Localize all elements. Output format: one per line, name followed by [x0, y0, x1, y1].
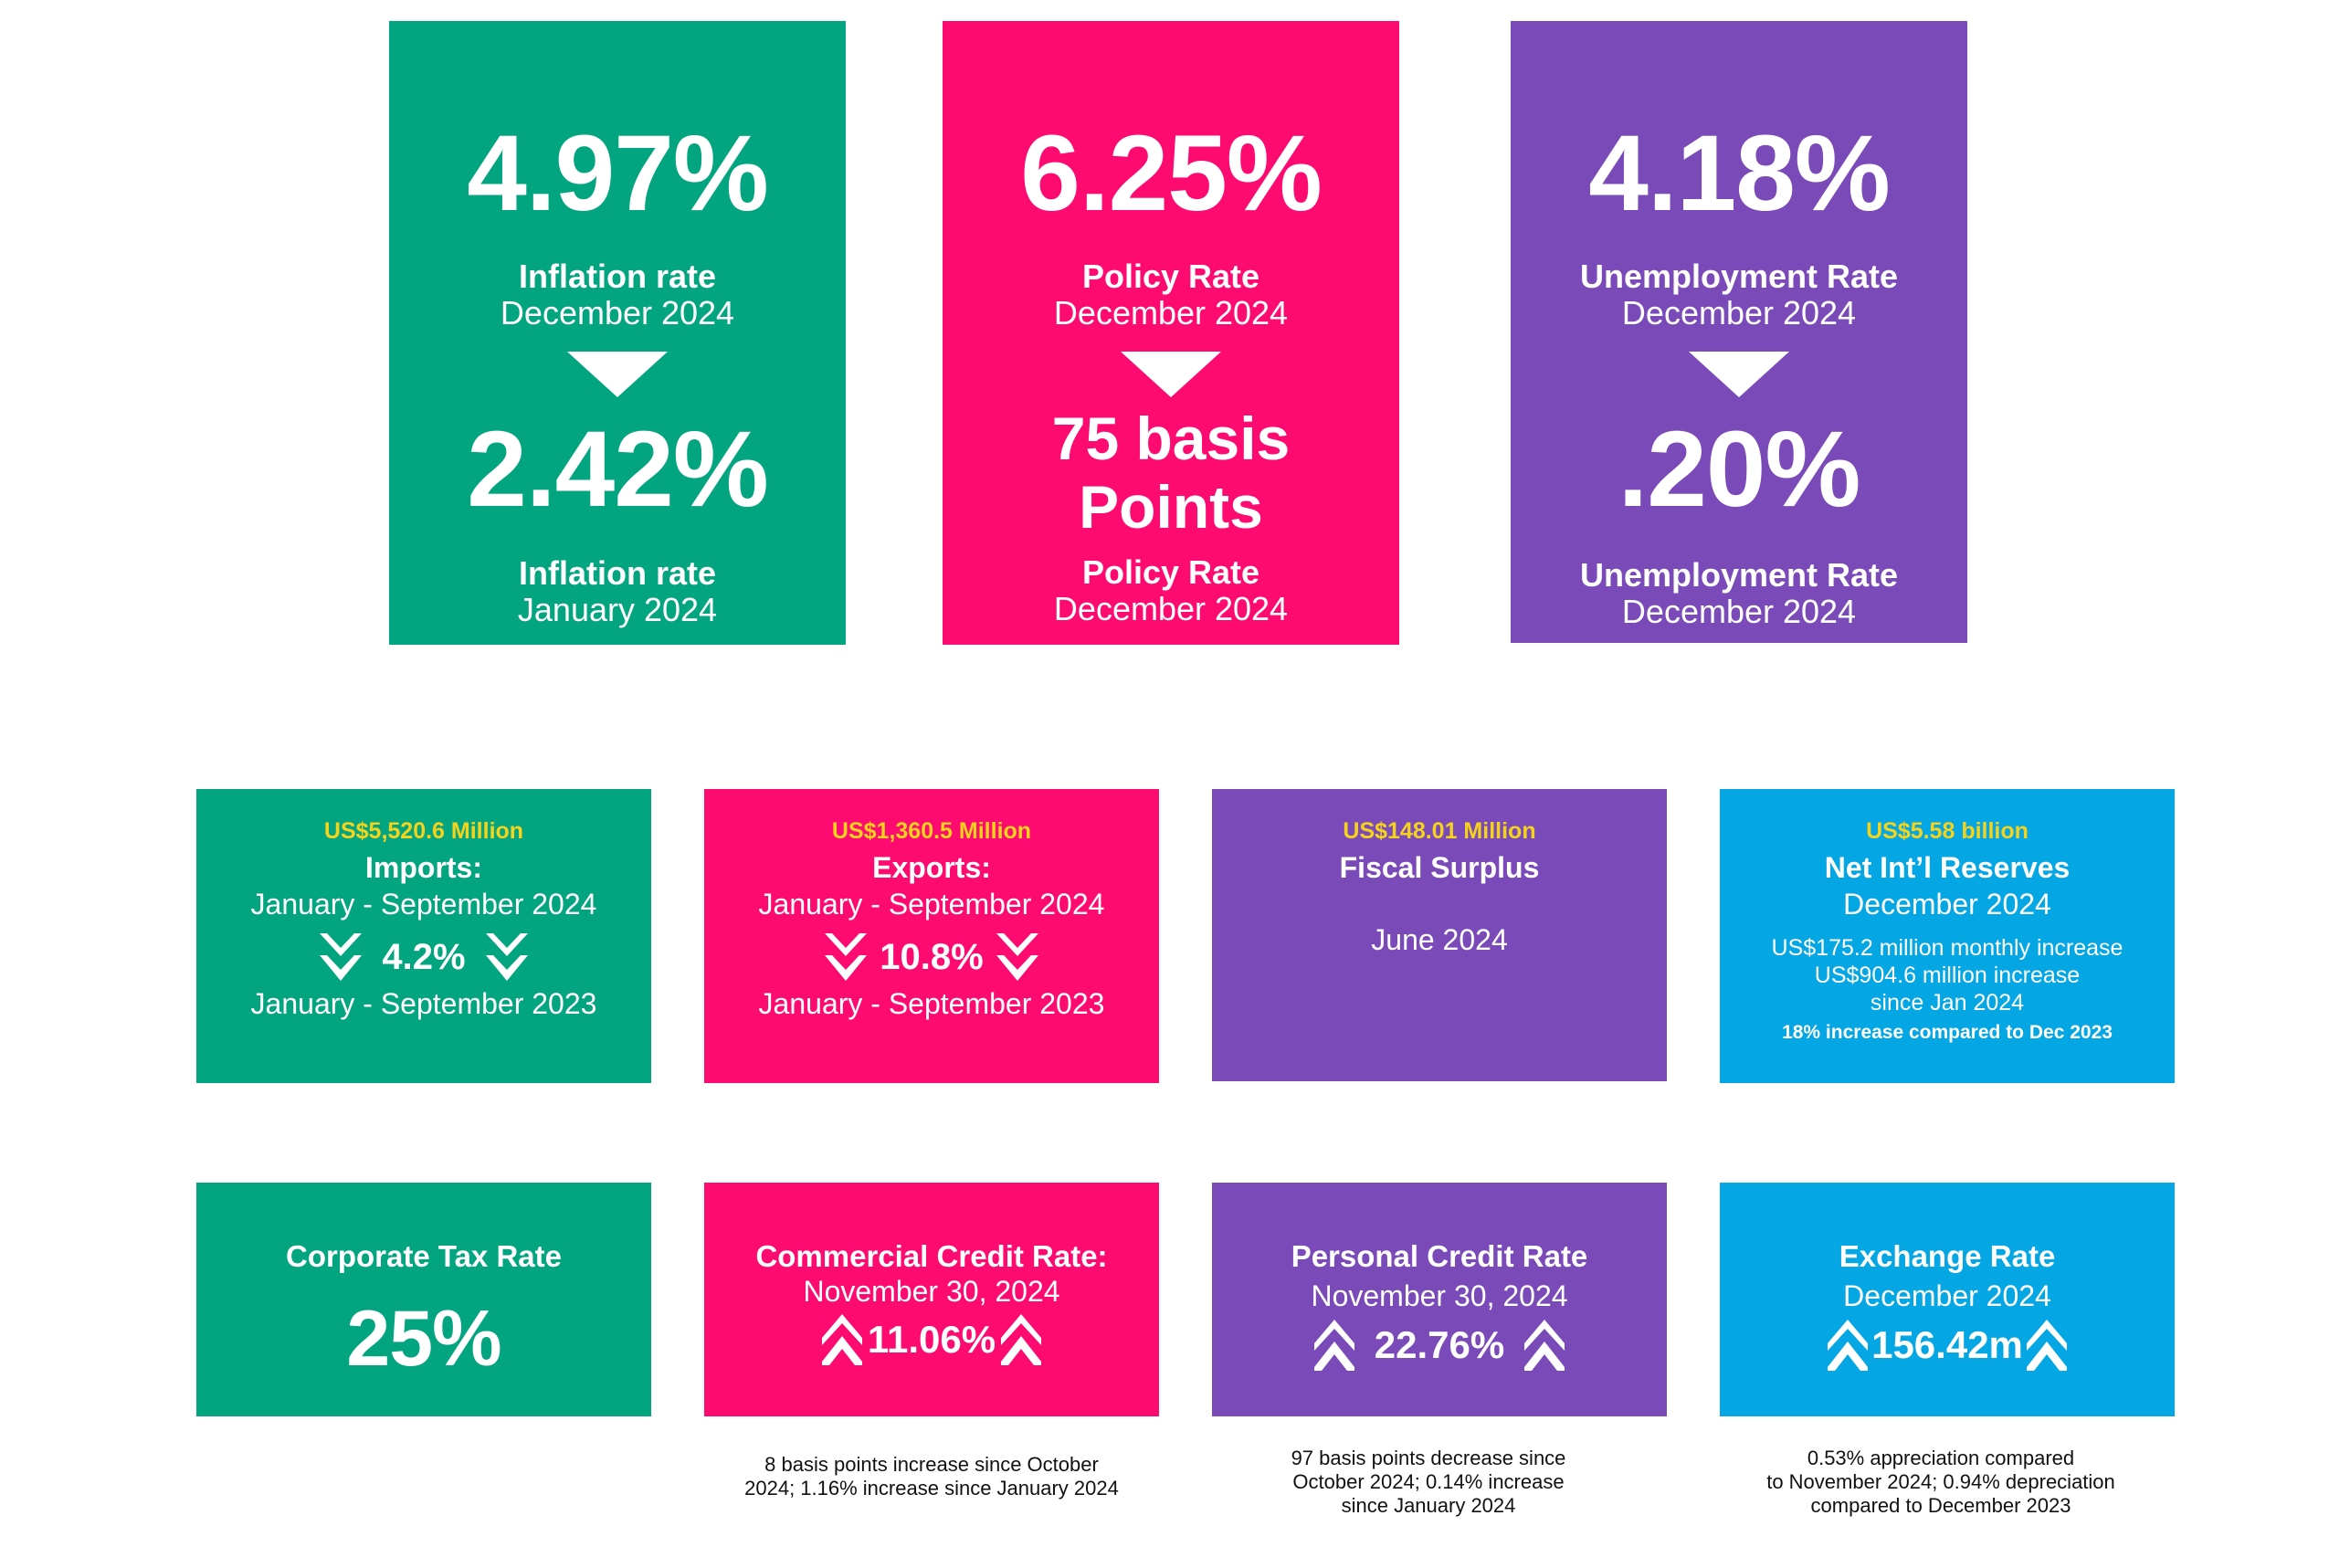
exchange-rate-card: Exchange Rate December 2024 156.42m [1720, 1183, 2175, 1416]
inflation-card: 4.97% Inflation rate December 2024 2.42%… [389, 21, 846, 645]
unemployment-label-2: Unemployment Rate [1579, 556, 1899, 594]
commercial-credit-value-row: 11.06% [704, 1314, 1159, 1365]
commercial-credit-card: Commercial Credit Rate: November 30, 202… [704, 1183, 1159, 1416]
commercial-credit-date: November 30, 2024 [803, 1275, 1060, 1308]
personal-credit-note-line3: since January 2024 [1341, 1494, 1516, 1517]
inflation-current-label: Inflation rate [518, 258, 717, 295]
policy-rate-value: 6.25% [1020, 113, 1323, 234]
fiscal-surplus-title: Fiscal Surplus [1339, 851, 1540, 884]
commercial-credit-note: 8 basis points increase since October 20… [704, 1453, 1159, 1500]
reserves-title: Net Int’l Reserves [1824, 851, 2071, 884]
unemployment-date-2: December 2024 [1621, 593, 1857, 630]
inflation-previous-value: 2.42% [467, 409, 769, 530]
inflation-current-date: December 2024 [500, 294, 735, 331]
unemployment-value: 4.18% [1588, 113, 1891, 234]
exchange-rate-value-row: 156.42m [1720, 1320, 2175, 1371]
exports-change-row: 10.8% [704, 931, 1159, 983]
imports-change-row: 4.2% [196, 931, 651, 983]
exports-period-previous: January - September 2023 [758, 987, 1105, 1020]
commercial-credit-value: 11.06% [867, 1318, 996, 1361]
personal-credit-note-line1: 97 basis points decrease since [1291, 1447, 1566, 1469]
double-chevron-down-icon [486, 933, 528, 981]
double-chevron-up-icon [1828, 1320, 1868, 1371]
personal-credit-note: 97 basis points decrease since October 2… [1201, 1447, 1656, 1518]
imports-amount: US$5,520.6 Million [323, 818, 524, 844]
imports-card: US$5,520.6 Million Imports: January - Se… [196, 789, 651, 1083]
exchange-rate-note-line1: 0.53% appreciation compared [1807, 1447, 2075, 1469]
policy-rate-change-line2: Points [1079, 473, 1263, 541]
unemployment-label: Unemployment Rate [1579, 258, 1899, 295]
double-chevron-up-icon [822, 1314, 862, 1365]
personal-credit-note-line2: October 2024; 0.14% increase [1292, 1470, 1565, 1493]
exchange-rate-note: 0.53% appreciation compared to November … [1713, 1447, 2168, 1518]
corporate-tax-value: 25% [346, 1295, 501, 1383]
exchange-rate-note-line3: compared to December 2023 [1810, 1494, 2071, 1517]
personal-credit-card: Personal Credit Rate November 30, 2024 2… [1212, 1183, 1667, 1416]
unemployment-date: December 2024 [1621, 294, 1857, 331]
personal-credit-value: 22.76% [1374, 1323, 1505, 1366]
personal-credit-date: November 30, 2024 [1311, 1279, 1568, 1312]
personal-credit-title: Personal Credit Rate [1291, 1239, 1588, 1273]
commercial-credit-note-line1: 8 basis points increase since October [764, 1453, 1099, 1476]
double-chevron-down-icon [320, 933, 362, 981]
unemployment-card: 4.18% Unemployment Rate December 2024 .2… [1511, 21, 1967, 643]
exports-card: US$1,360.5 Million Exports: January - Se… [704, 789, 1159, 1083]
commercial-credit-note-line2: 2024; 1.16% increase since January 2024 [744, 1477, 1119, 1500]
policy-rate-date-2: December 2024 [1053, 590, 1289, 627]
reserves-card: US$5.58 billion Net Int’l Reserves Decem… [1720, 789, 2175, 1083]
exchange-rate-value: 156.42m [1871, 1323, 2023, 1366]
corporate-tax-title: Corporate Tax Rate [286, 1239, 562, 1273]
exchange-rate-date: December 2024 [1843, 1279, 2051, 1312]
imports-title: Imports: [365, 851, 482, 884]
imports-period-previous: January - September 2023 [250, 987, 597, 1020]
down-triangle-icon [1689, 352, 1789, 397]
inflation-previous-label: Inflation rate [518, 554, 717, 592]
personal-credit-value-row: 22.76% [1212, 1320, 1667, 1371]
reserves-period: December 2024 [1843, 888, 2051, 921]
imports-period-current: January - September 2024 [250, 888, 597, 921]
double-chevron-up-icon [1001, 1314, 1041, 1365]
double-chevron-up-icon [1314, 1320, 1354, 1371]
imports-change: 4.2% [382, 937, 466, 977]
reserves-detail-yoy: 18% increase compared to Dec 2023 [1782, 1022, 2113, 1043]
fiscal-surplus-amount: US$148.01 Million [1343, 818, 1536, 844]
policy-rate-card: 6.25% Policy Rate December 2024 75 basis… [943, 21, 1399, 645]
reserves-detail-monthly: US$175.2 million monthly increase [1771, 935, 2124, 961]
exports-amount: US$1,360.5 Million [831, 818, 1032, 844]
inflation-previous-date: January 2024 [517, 591, 718, 628]
down-triangle-icon [1121, 352, 1221, 397]
double-chevron-down-icon [996, 933, 1038, 981]
fiscal-surplus-period: June 2024 [1371, 923, 1508, 956]
policy-rate-label: Policy Rate [1081, 258, 1260, 295]
commercial-credit-title: Commercial Credit Rate: [755, 1239, 1108, 1273]
exports-change: 10.8% [880, 937, 984, 977]
double-chevron-down-icon [825, 933, 867, 981]
fiscal-surplus-card: US$148.01 Million Fiscal Surplus June 20… [1212, 789, 1667, 1081]
reserves-amount: US$5.58 billion [1866, 818, 2029, 844]
unemployment-change-value: .20% [1618, 409, 1861, 530]
policy-rate-label-2: Policy Rate [1081, 553, 1260, 591]
exchange-rate-title: Exchange Rate [1839, 1239, 2056, 1273]
exchange-rate-note-line2: to November 2024; 0.94% depreciation [1766, 1470, 2115, 1493]
reserves-detail-ytd: US$904.6 million increase [1814, 963, 2081, 988]
policy-rate-date: December 2024 [1053, 294, 1289, 331]
policy-rate-change-line1: 75 basis [1051, 405, 1291, 472]
down-triangle-icon [567, 352, 668, 397]
reserves-detail-since: since Jan 2024 [1870, 990, 2025, 1016]
corporate-tax-card: Corporate Tax Rate 25% [196, 1183, 651, 1416]
double-chevron-up-icon [1524, 1320, 1565, 1371]
inflation-current-value: 4.97% [467, 113, 769, 234]
exports-period-current: January - September 2024 [758, 888, 1105, 921]
exports-title: Exports: [872, 851, 991, 884]
double-chevron-up-icon [2027, 1320, 2067, 1371]
